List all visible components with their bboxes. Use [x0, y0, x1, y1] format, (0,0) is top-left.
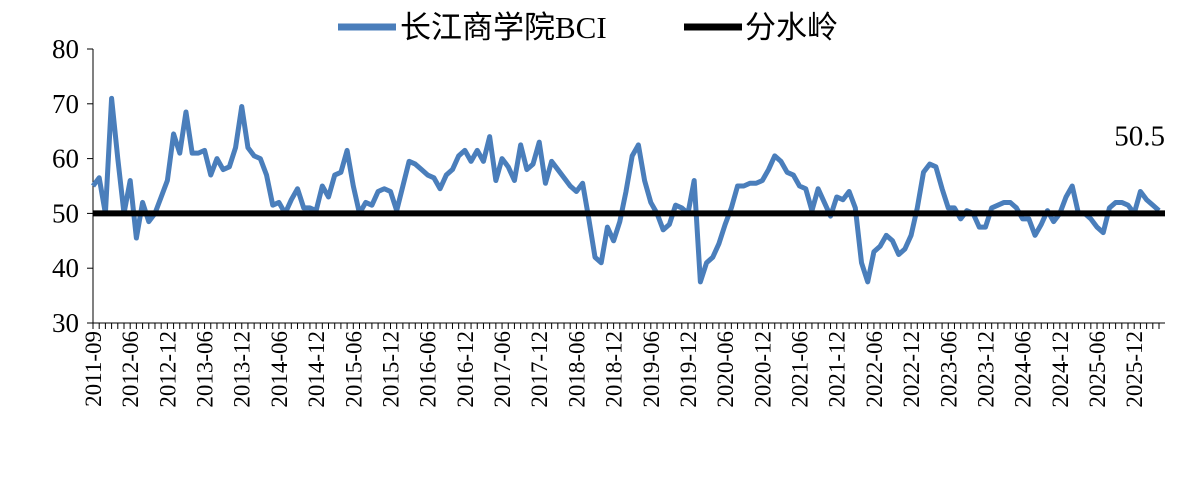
x-tick-label: 2024-12	[1048, 331, 1073, 408]
x-tick-label: 2015-06	[341, 331, 366, 408]
x-tick-label: 2018-12	[602, 331, 627, 408]
y-tick-label: 50	[52, 198, 79, 228]
x-tick-label: 2024-06	[1011, 331, 1036, 408]
x-tick-label: 2019-06	[639, 331, 664, 408]
y-tick-label: 80	[52, 34, 79, 64]
x-tick-label: 2014-12	[304, 331, 329, 408]
x-tick-label: 2021-12	[825, 331, 850, 408]
x-tick-label: 2021-06	[788, 331, 813, 408]
legend-label: 长江商学院BCI	[400, 10, 607, 45]
x-tick-label: 2013-12	[230, 331, 255, 408]
x-tick-label: 2022-06	[862, 331, 887, 408]
x-tick-label: 2014-06	[267, 331, 292, 408]
x-tick-label: 2012-06	[118, 331, 143, 408]
x-tick-label: 2013-06	[193, 331, 218, 408]
x-tick-label: 2023-12	[973, 331, 998, 408]
y-tick-label: 40	[52, 253, 79, 283]
x-tick-label: 2015-12	[378, 331, 403, 408]
x-tick-label: 2023-06	[936, 331, 961, 408]
x-tick-label: 2020-06	[713, 331, 738, 408]
x-tick-label: 2016-06	[416, 331, 441, 408]
y-tick-label: 60	[52, 144, 79, 174]
legend-label: 分水岭	[745, 10, 838, 45]
x-tick-label: 2012-12	[155, 331, 180, 408]
x-tick-label: 2017-12	[527, 331, 552, 408]
y-tick-label: 30	[52, 308, 79, 338]
x-tick-label: 2017-06	[490, 331, 515, 408]
x-tick-label: 2020-12	[750, 331, 775, 408]
x-tick-label: 2018-06	[564, 331, 589, 408]
data-label: 50.5	[1114, 121, 1165, 153]
x-tick-label: 2019-12	[676, 331, 701, 408]
x-tick-label: 2011-09	[81, 331, 106, 407]
x-tick-label: 2022-12	[899, 331, 924, 408]
x-tick-label: 2016-12	[453, 331, 478, 408]
y-tick-label: 70	[52, 89, 79, 119]
series-line	[91, 95, 1161, 285]
x-tick-label: 2025-12	[1122, 331, 1147, 408]
x-tick-label: 2025-06	[1085, 331, 1110, 408]
